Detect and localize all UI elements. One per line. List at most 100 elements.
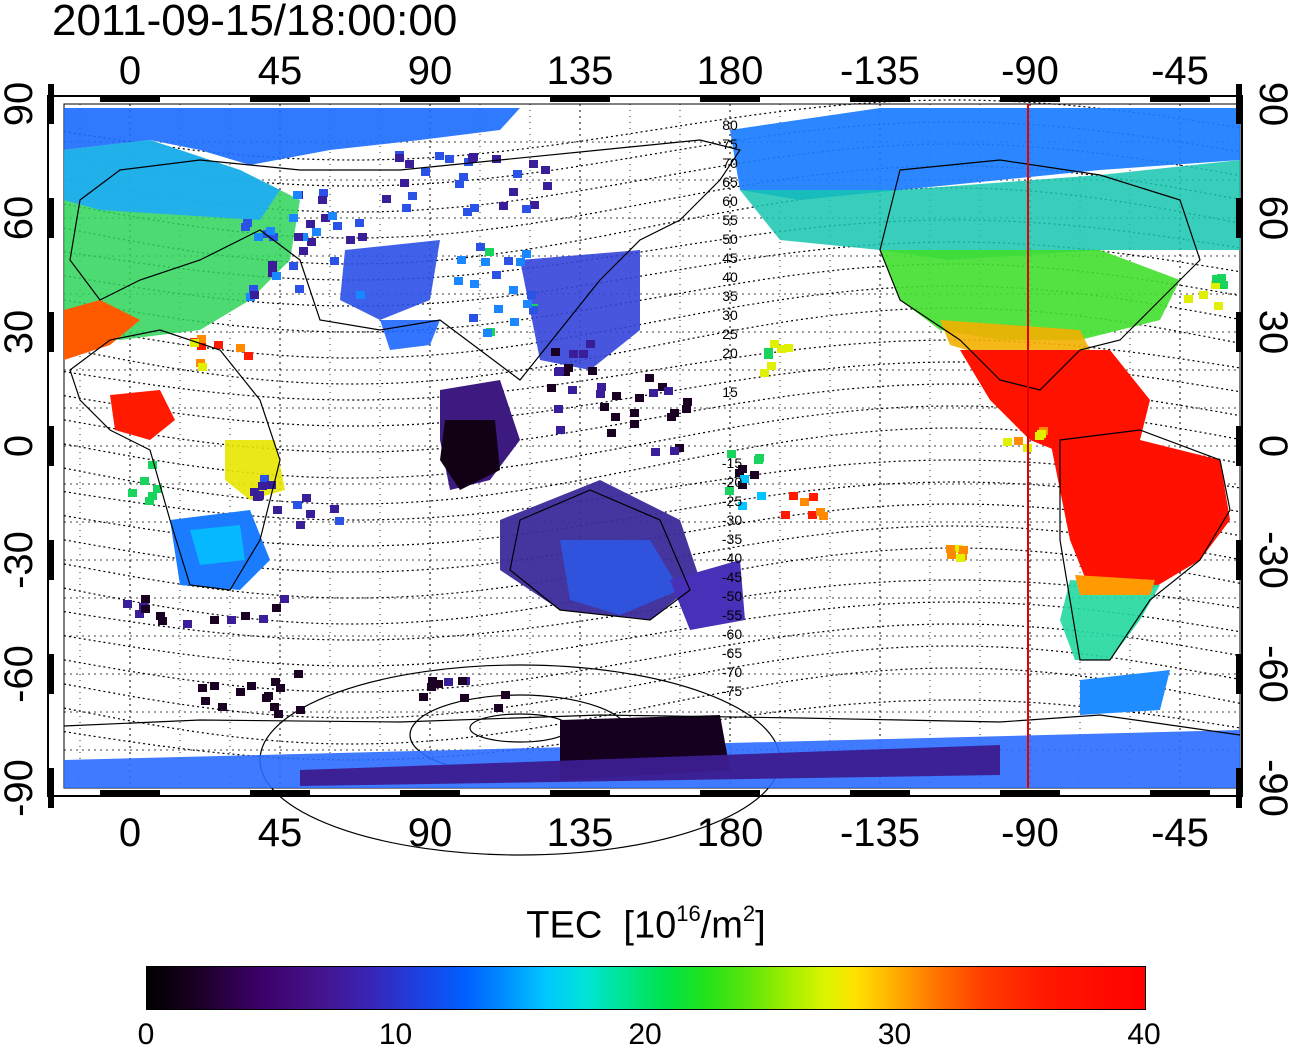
- tec-point: [395, 154, 404, 162]
- frame-tick: [700, 96, 760, 102]
- tec-point: [670, 409, 679, 417]
- frame-tick: [1236, 768, 1242, 808]
- tec-point: [307, 238, 316, 246]
- tec-point: [198, 684, 207, 692]
- tec-point: [645, 374, 654, 382]
- tec-point: [244, 352, 253, 360]
- tec-point: [529, 306, 538, 314]
- tec-point: [509, 286, 518, 294]
- frame-tick: [48, 426, 54, 466]
- tec-point: [651, 448, 660, 456]
- tec-point: [296, 521, 305, 529]
- tec-point: [579, 350, 588, 358]
- frame-tick: [100, 790, 160, 796]
- tec-region-australia-blue: [560, 540, 680, 615]
- tec-point: [1199, 291, 1208, 299]
- contour-label: 55: [722, 212, 738, 228]
- contour-label: 60: [722, 193, 738, 209]
- tec-point: [727, 450, 736, 458]
- frame-tick: [48, 768, 54, 808]
- tec-point: [543, 182, 552, 190]
- contour-label: 50: [722, 231, 738, 247]
- contour-label: 45: [722, 250, 738, 266]
- contour-label: 35: [722, 288, 738, 304]
- tec-point: [148, 492, 157, 500]
- tec-point: [777, 345, 786, 353]
- magnetic-contour: [63, 99, 1241, 161]
- frame-tick: [48, 198, 54, 238]
- frame-tick: [850, 96, 910, 102]
- tec-point: [738, 465, 747, 473]
- tec-point: [556, 426, 565, 434]
- tec-point: [755, 454, 764, 462]
- tec-point: [273, 506, 282, 514]
- tec-point: [607, 429, 616, 437]
- tec-point: [454, 277, 463, 285]
- tec-point: [382, 195, 391, 203]
- tec-point: [523, 300, 532, 308]
- tec-point: [250, 488, 259, 496]
- tec-point: [330, 505, 339, 513]
- tec-point: [128, 489, 137, 497]
- tec-point: [306, 220, 315, 228]
- tec-point: [227, 616, 236, 624]
- tec-point: [767, 362, 776, 370]
- lat-tick-left: 30: [0, 310, 41, 355]
- tec-point: [299, 233, 308, 241]
- tec-point: [670, 447, 679, 455]
- frame-tick: [1236, 540, 1242, 580]
- frame-tick: [1236, 84, 1242, 124]
- tec-point: [1003, 438, 1012, 446]
- magnetic-contour: [63, 459, 1241, 521]
- tec-point: [355, 219, 364, 227]
- tec-region-europe-north: [64, 140, 280, 220]
- longitude-labels-bottom: 0 45 90 135 180 -135 -90 -45: [119, 811, 1209, 855]
- tec-point: [241, 612, 250, 620]
- tec-point: [272, 604, 281, 612]
- tec-region-new-zealand: [670, 560, 745, 630]
- contour-label: 30: [722, 307, 738, 323]
- tec-point: [770, 340, 779, 348]
- tec-point: [299, 247, 308, 255]
- tec-point: [554, 405, 563, 413]
- lon-tick-bottom: 135: [547, 811, 614, 855]
- tec-point: [740, 475, 749, 483]
- frame-tick: [700, 790, 760, 796]
- tec-point: [408, 192, 417, 200]
- tec-point: [254, 233, 263, 241]
- tec-point: [333, 222, 342, 230]
- contour-label: -15: [722, 455, 742, 471]
- tec-point: [405, 160, 414, 168]
- contour-label: -20: [722, 474, 742, 490]
- tec-point: [153, 485, 162, 493]
- colorbar-tick-label: 10: [378, 1018, 413, 1051]
- lon-tick-top: -45: [1151, 49, 1209, 93]
- tec-point: [1211, 281, 1220, 289]
- tec-point: [568, 386, 577, 394]
- tec-point: [530, 201, 539, 209]
- contour-label: -55: [722, 607, 742, 623]
- tec-point: [197, 335, 206, 343]
- tec-point: [784, 344, 793, 352]
- tec-point: [295, 285, 304, 293]
- tec-region-antarctic-purple: [300, 745, 1000, 786]
- frame-tick: [1000, 96, 1060, 102]
- frame-tick: [1236, 312, 1242, 352]
- tec-point: [293, 501, 302, 509]
- tec-point: [760, 369, 769, 377]
- frame-tick: [100, 96, 160, 102]
- tec-point: [249, 285, 258, 293]
- lat-tick-right: 30: [1251, 310, 1292, 355]
- tec-region-china: [520, 250, 640, 370]
- contour-label: 70: [722, 155, 738, 171]
- tec-point: [485, 248, 494, 256]
- tec-point: [270, 703, 279, 711]
- frame-tick: [1236, 198, 1242, 238]
- tec-point: [946, 545, 955, 553]
- frame-tick: [550, 790, 610, 796]
- tec-point: [335, 517, 344, 525]
- lon-tick-bottom: -90: [1001, 811, 1059, 855]
- tec-point: [419, 693, 428, 701]
- tec-data-layer: [64, 108, 1240, 788]
- tec-point: [541, 166, 550, 174]
